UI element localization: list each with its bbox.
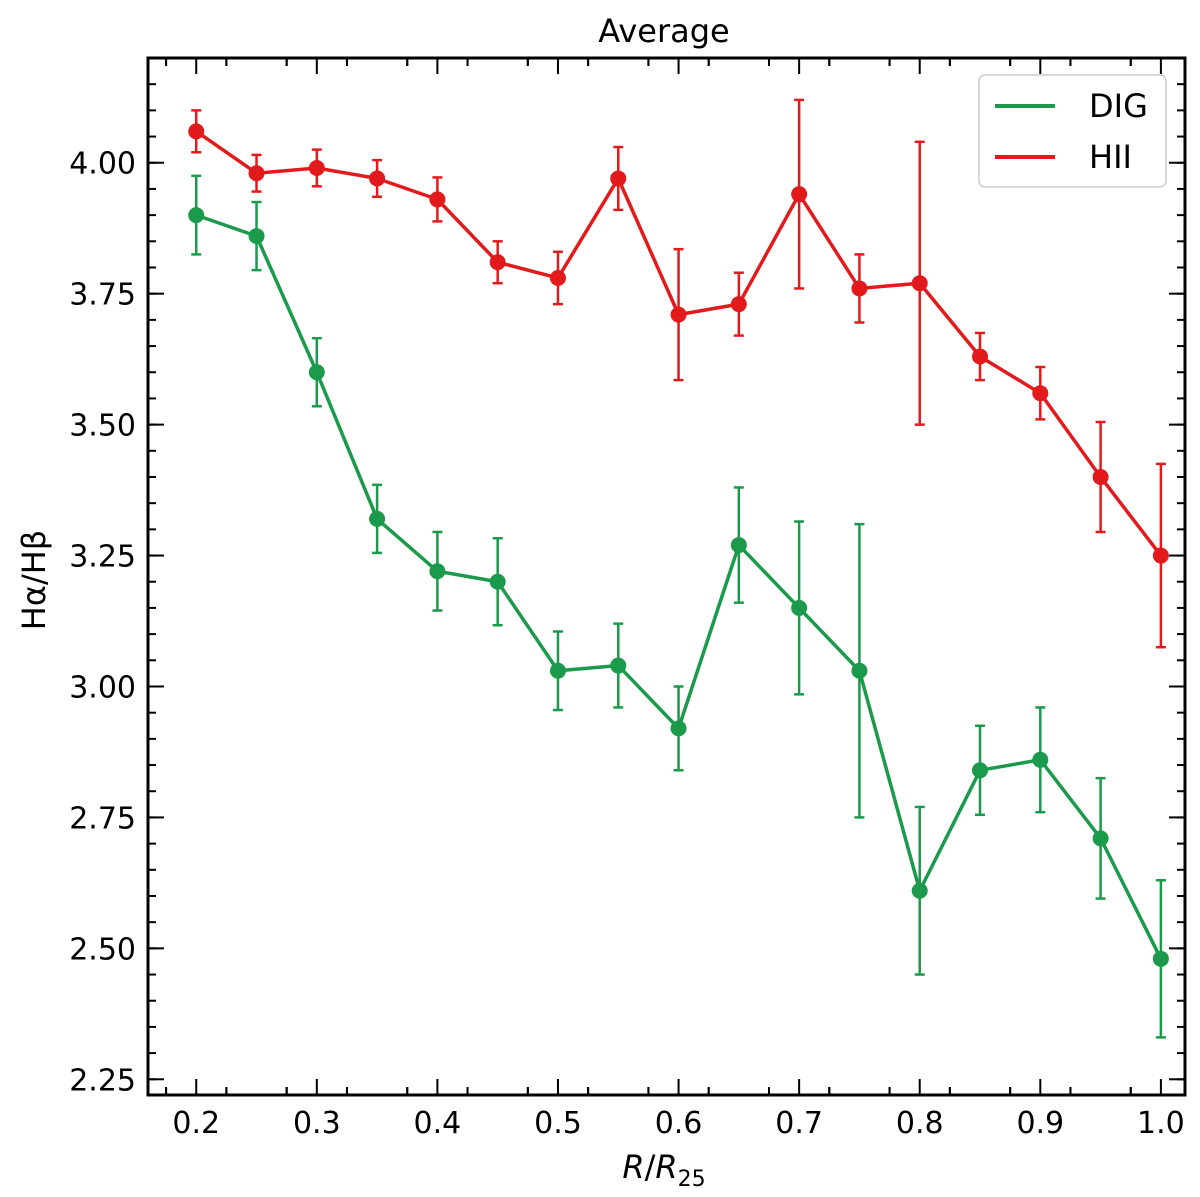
- dig-point: [730, 537, 747, 554]
- hii-point: [248, 165, 265, 182]
- hii-point: [549, 269, 566, 286]
- legend-label-hii: HII: [1089, 138, 1132, 176]
- hii-point: [188, 123, 205, 140]
- dig-point: [308, 364, 325, 381]
- y-tick-label: 4.00: [69, 147, 136, 182]
- y-tick-label: 3.75: [69, 278, 136, 313]
- plot-frame: [146, 56, 1187, 1097]
- y-tick-label: 3.25: [69, 540, 136, 575]
- hii-point: [972, 348, 989, 365]
- hii-point: [610, 170, 627, 187]
- y-tick-label: 2.25: [69, 1063, 136, 1098]
- legend-label-dig: DIG: [1089, 87, 1148, 125]
- dig-point: [489, 573, 506, 590]
- x-tick-label: 0.2: [172, 1106, 220, 1141]
- hii-point: [730, 296, 747, 313]
- dig-point: [369, 510, 386, 527]
- x-tick-label: 1.0: [1137, 1106, 1185, 1141]
- dig-point: [610, 657, 627, 674]
- hii-point: [429, 191, 446, 208]
- dig-point: [549, 662, 566, 679]
- hii-point: [1092, 468, 1109, 485]
- dig-point: [911, 882, 928, 899]
- dig-point: [248, 228, 265, 245]
- y-axis-label: Hα/Hβ: [15, 530, 53, 630]
- x-tick-label: 0.5: [534, 1106, 582, 1141]
- plot-area: 0.2 0.3 0.4 0.5 0.6 0.7 0.8 0.9 1.0 2.25 2.50 2.75 3…: [69, 56, 1187, 1141]
- x-axis-label-slash: /: [645, 1148, 656, 1186]
- y-tick-label: 2.50: [69, 932, 136, 967]
- hii-point: [1152, 547, 1169, 564]
- hii-point: [1032, 385, 1049, 402]
- hii-point: [791, 186, 808, 203]
- dig-point: [429, 563, 446, 580]
- dig-point: [791, 599, 808, 616]
- dig-point: [188, 207, 205, 224]
- hii-point: [670, 306, 687, 323]
- dig-point: [670, 720, 687, 737]
- dig-point: [1152, 950, 1169, 967]
- hii-point: [489, 254, 506, 271]
- hii-point: [308, 159, 325, 176]
- x-axis-label: R/R25: [622, 1148, 705, 1192]
- hii-point: [851, 280, 868, 297]
- x-tick-label: 0.4: [414, 1106, 462, 1141]
- x-tick-label: 0.6: [655, 1106, 703, 1141]
- dig-point: [1032, 751, 1049, 768]
- dig-point: [851, 662, 868, 679]
- dig-point: [1092, 830, 1109, 847]
- x-axis-label-r25: R: [655, 1148, 677, 1186]
- y-tick-label: 3.00: [69, 670, 136, 705]
- x-tick-label: 0.7: [775, 1106, 823, 1141]
- x-tick-label: 0.3: [293, 1106, 341, 1141]
- x-axis-label-r: R: [622, 1148, 644, 1186]
- x-tick-label: 0.8: [896, 1106, 944, 1141]
- hii-point: [369, 170, 386, 187]
- y-tick-label: 2.75: [69, 801, 136, 836]
- dig-point: [972, 762, 989, 779]
- x-axis-label-subscript: 25: [678, 1167, 706, 1192]
- x-tick-label: 0.9: [1016, 1106, 1064, 1141]
- y-tick-label: 3.50: [69, 409, 136, 444]
- chart-title: Average: [598, 12, 729, 50]
- hii-point: [911, 275, 928, 292]
